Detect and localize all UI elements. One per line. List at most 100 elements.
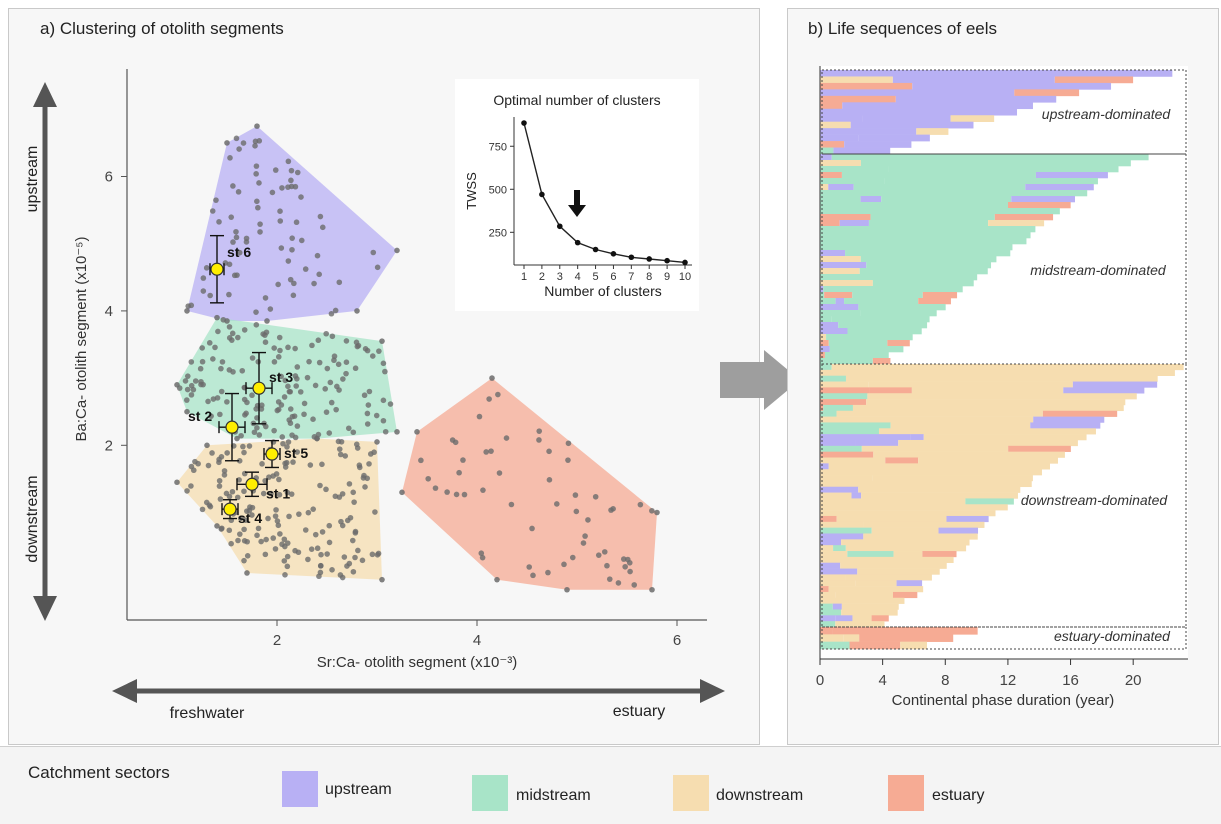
sequence-segment <box>820 469 1042 476</box>
data-point <box>176 385 183 391</box>
legend-label-estuary: estuary <box>932 787 985 804</box>
sequence-segment <box>820 352 825 359</box>
data-point <box>276 334 283 341</box>
data-point <box>565 440 572 447</box>
sequence-segment <box>857 568 940 575</box>
y-tick-label: 6 <box>105 169 113 186</box>
data-point <box>226 527 233 534</box>
data-point <box>322 386 329 392</box>
data-point <box>637 501 644 508</box>
sequence-segment <box>820 387 870 394</box>
data-point <box>339 574 346 581</box>
data-point <box>218 388 225 395</box>
data-point <box>622 563 628 570</box>
sequence-segment <box>855 439 899 447</box>
data-point <box>294 423 301 429</box>
data-point <box>364 421 371 427</box>
sequence-segment <box>859 634 954 642</box>
data-point <box>279 541 285 548</box>
sequence-segment <box>828 586 924 593</box>
sequence-segment <box>820 539 842 546</box>
panel-b-x-label: Continental phase duration (year) <box>892 692 1115 709</box>
data-point <box>314 252 321 259</box>
sequence-segment <box>845 574 932 581</box>
data-point <box>317 482 323 489</box>
data-point <box>275 522 282 529</box>
sequence-segment <box>1035 172 1108 179</box>
data-point <box>218 454 225 460</box>
data-point <box>207 503 214 510</box>
sequence-segment <box>820 358 873 365</box>
sequence-segment <box>820 190 1088 197</box>
sequence-segment <box>820 603 833 610</box>
sequence-segment <box>820 256 861 263</box>
data-point <box>460 457 466 463</box>
sequence-segment <box>820 515 837 523</box>
sequence-segment <box>820 422 891 429</box>
sequence-segment <box>820 580 856 587</box>
data-point <box>216 219 222 225</box>
data-point <box>354 308 360 314</box>
data-point <box>337 451 344 458</box>
data-point <box>262 339 269 346</box>
data-point <box>370 249 377 256</box>
data-point <box>235 537 241 544</box>
data-point <box>324 551 330 557</box>
sequence-segment <box>890 422 1031 429</box>
data-point <box>216 483 223 489</box>
data-point <box>240 140 247 146</box>
b-x-tick-label: 4 <box>878 672 886 689</box>
station-label: st 3 <box>269 369 293 385</box>
data-point <box>241 526 247 533</box>
sequence-segment <box>859 268 988 275</box>
sequence-segment <box>820 102 843 110</box>
data-point <box>226 261 233 268</box>
data-point <box>394 429 400 435</box>
data-point <box>257 229 263 235</box>
data-point <box>285 383 291 390</box>
data-point <box>281 558 288 564</box>
data-point <box>190 467 197 474</box>
data-point <box>236 249 243 256</box>
twss-point <box>646 256 653 262</box>
data-point <box>379 338 385 344</box>
data-point <box>508 501 515 508</box>
sequence-segment <box>832 603 842 610</box>
sequence-segment <box>868 220 989 227</box>
data-point <box>494 576 500 583</box>
x-axis-label: Sr:Ca- otolith segment (x10⁻³) <box>317 654 518 671</box>
data-point <box>253 309 259 315</box>
data-point <box>529 525 535 532</box>
sequence-chart: upstream-dominated midstream-dominated dow… <box>816 66 1188 709</box>
data-point <box>219 359 226 365</box>
legend-label-midstream: midstream <box>516 787 591 804</box>
data-point <box>495 391 501 398</box>
data-point <box>483 449 489 455</box>
data-point <box>476 413 483 420</box>
data-point <box>335 438 342 445</box>
data-point <box>315 337 322 344</box>
sequence-segment <box>820 527 872 534</box>
sequence-segment <box>820 322 839 329</box>
data-point <box>216 477 223 484</box>
data-point <box>418 457 424 464</box>
data-point <box>317 569 324 576</box>
data-point <box>229 330 236 337</box>
station-label: st 6 <box>227 244 251 260</box>
data-point <box>262 423 269 430</box>
data-point <box>229 488 236 495</box>
sequence-segment <box>820 346 830 353</box>
sequence-segment <box>918 298 951 305</box>
data-point <box>319 461 325 468</box>
sequence-segment <box>820 115 863 122</box>
sequence-segment <box>820 404 824 412</box>
legend-title: Catchment sectors <box>28 763 170 782</box>
data-point <box>275 281 281 288</box>
data-point <box>355 547 361 554</box>
data-point <box>343 338 350 344</box>
data-point <box>580 540 587 546</box>
data-point <box>293 383 299 389</box>
data-point <box>296 511 302 517</box>
data-point <box>382 428 389 435</box>
data-point <box>289 246 295 253</box>
